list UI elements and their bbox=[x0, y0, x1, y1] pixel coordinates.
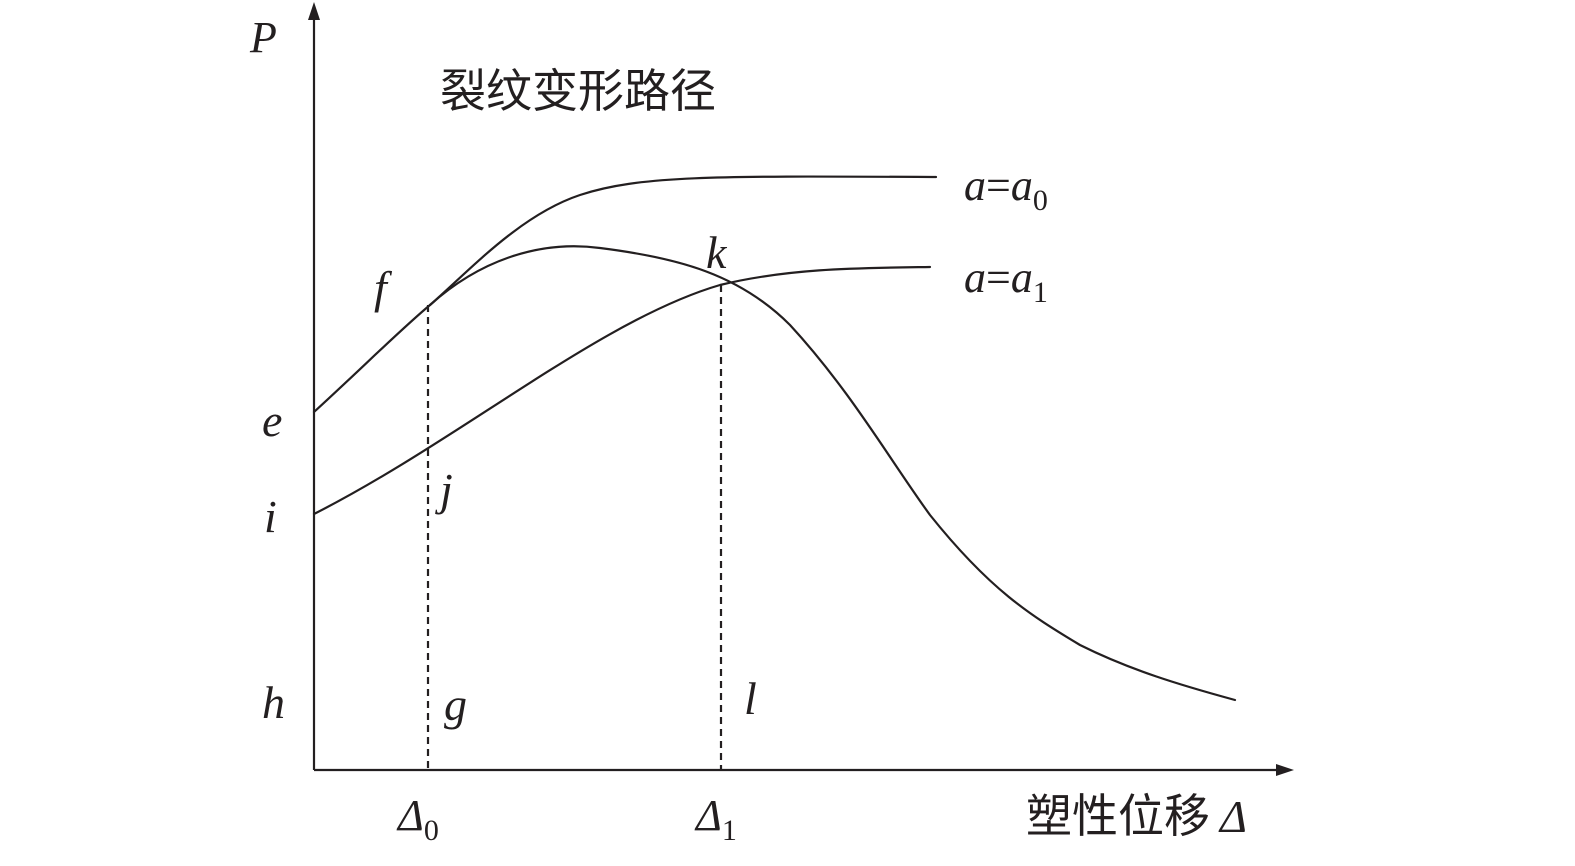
curve-label-a0-eq: = bbox=[986, 161, 1011, 210]
y-axis-label: P bbox=[249, 13, 277, 62]
curve-label-a0-var: a bbox=[964, 161, 986, 210]
x-axis-label-text: 塑性位移 bbox=[1026, 789, 1210, 843]
curve-label-a0: a=a0 bbox=[964, 161, 1048, 217]
point-label-g: g bbox=[444, 679, 467, 730]
point-label-h: h bbox=[262, 677, 285, 728]
curve-label-a1-sub: 1 bbox=[1033, 276, 1048, 309]
x-tick-delta0-symbol: Δ bbox=[396, 791, 424, 840]
x-axis-label-symbol: Δ bbox=[1218, 791, 1247, 842]
x-tick-delta1: Δ1 bbox=[694, 791, 737, 847]
y-axis-arrow bbox=[308, 2, 320, 20]
point-label-l: l bbox=[744, 673, 757, 724]
curve-label-a1-var: a bbox=[964, 253, 986, 302]
x-tick-delta1-symbol: Δ bbox=[694, 791, 722, 840]
curve-a1 bbox=[314, 267, 930, 514]
diagram-title: 裂纹变形路径 bbox=[440, 64, 716, 118]
point-label-f: f bbox=[374, 262, 393, 313]
x-tick-delta0: Δ0 bbox=[396, 791, 439, 847]
x-axis-label: 塑性位移 Δ bbox=[1026, 789, 1247, 843]
curve-a0 bbox=[314, 177, 936, 412]
point-label-e: e bbox=[262, 395, 282, 446]
axes bbox=[314, 14, 1280, 770]
curve-label-a0-val: a bbox=[1011, 161, 1033, 210]
curve-label-a1: a=a1 bbox=[964, 253, 1048, 309]
x-tick-delta0-sub: 0 bbox=[424, 814, 439, 847]
x-axis-arrow bbox=[1276, 764, 1294, 776]
curve-label-a1-val: a bbox=[1011, 253, 1033, 302]
point-label-j: j bbox=[435, 464, 453, 515]
point-label-k: k bbox=[706, 227, 728, 278]
point-label-i: i bbox=[264, 491, 277, 542]
x-tick-delta1-sub: 1 bbox=[722, 814, 737, 847]
deformation-path bbox=[430, 246, 1235, 700]
curve-label-a1-eq: = bbox=[986, 253, 1011, 302]
curve-label-a0-sub: 0 bbox=[1033, 184, 1048, 217]
